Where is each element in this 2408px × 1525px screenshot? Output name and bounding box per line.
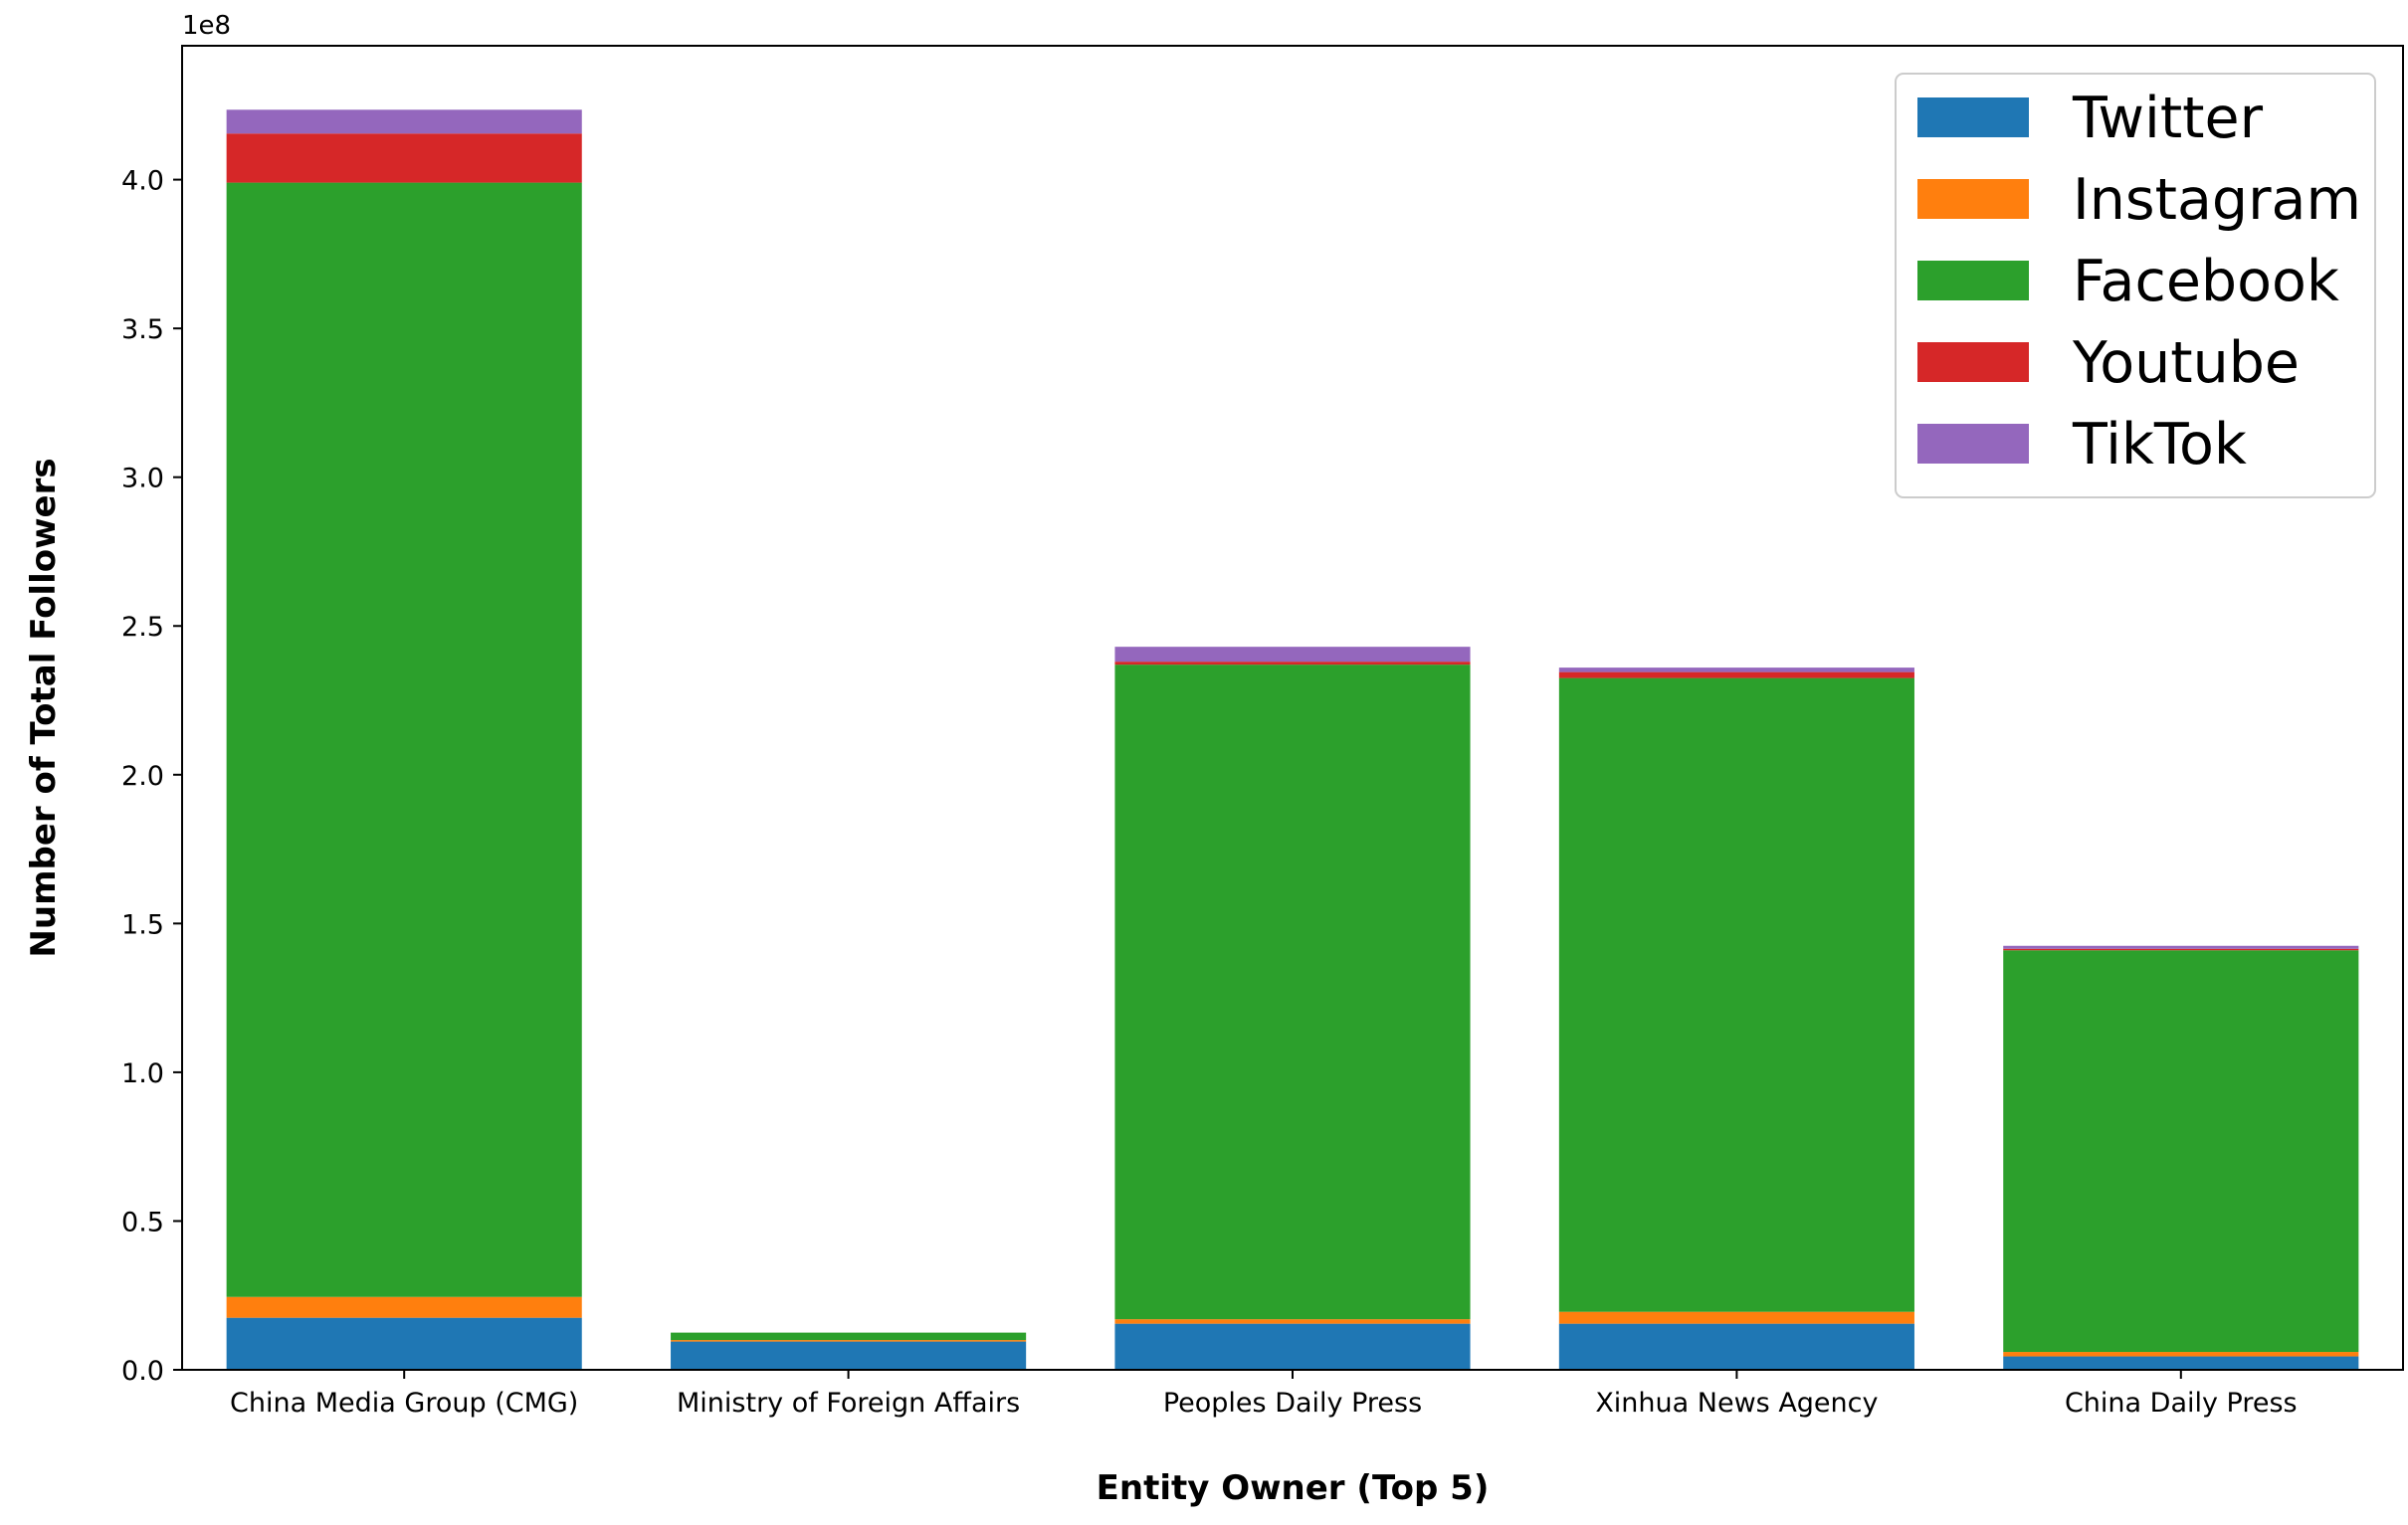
legend-label-youtube: Youtube (2072, 330, 2300, 396)
bar-instagram-china-daily-press (2003, 1352, 2359, 1357)
legend-swatch-tiktok (1917, 424, 2029, 464)
bar-twitter-xinhua-news-agency (1558, 1323, 1914, 1370)
bar-facebook-xinhua-news-agency (1558, 677, 1914, 1312)
bar-tiktok-xinhua-news-agency (1558, 667, 1914, 672)
x-tick-label: Ministry of Foreign Affairs (677, 1388, 1020, 1419)
legend-label-facebook: Facebook (2073, 249, 2339, 314)
bar-instagram-xinhua-news-agency (1558, 1311, 1914, 1324)
legend-swatch-twitter (1917, 97, 2029, 137)
y-tick-label: 1.5 (121, 909, 164, 940)
legend-label-twitter: Twitter (2072, 86, 2264, 151)
bar-instagram-ministry-of-foreign-affairs (671, 1340, 1027, 1342)
y-tick-label: 3.0 (121, 464, 164, 494)
x-tick-label: Peoples Daily Press (1163, 1388, 1422, 1419)
y-tick-label: 0.0 (121, 1356, 164, 1387)
y-tick-label: 3.5 (121, 314, 164, 345)
bar-facebook-peoples-daily-press (1114, 665, 1471, 1320)
legend-label-tiktok: TikTok (2072, 412, 2247, 477)
bar-facebook-ministry-of-foreign-affairs (671, 1332, 1027, 1341)
bar-facebook-china-daily-press (2003, 950, 2359, 1353)
y-offset-label: 1e8 (182, 11, 231, 41)
y-axis: 0.0 0.5 1.0 1.5 2.0 2.5 3.0 3.5 4.0 (121, 166, 182, 1387)
x-tick-label: China Media Group (CMG) (230, 1388, 578, 1419)
y-tick-label: 2.5 (121, 612, 164, 643)
y-tick-label: 4.0 (121, 166, 164, 197)
bars-layer (226, 109, 2359, 1370)
x-tick-label: China Daily Press (2065, 1388, 2298, 1419)
y-tick-label: 0.5 (121, 1207, 164, 1238)
bar-youtube-xinhua-news-agency (1558, 671, 1914, 678)
bar-youtube-peoples-daily-press (1114, 662, 1471, 666)
x-tick-label: Xinhua News Agency (1595, 1388, 1878, 1419)
bar-instagram-china-media-group-cmg (226, 1296, 582, 1318)
bar-tiktok-china-media-group-cmg (226, 109, 582, 134)
x-axis-title: Entity Owner (Top 5) (1097, 1468, 1490, 1508)
bar-tiktok-peoples-daily-press (1114, 647, 1471, 663)
x-axis: China Media Group (CMG) Ministry of Forei… (230, 1370, 2298, 1419)
bar-twitter-ministry-of-foreign-affairs (671, 1341, 1027, 1370)
legend-label-instagram: Instagram (2073, 167, 2361, 233)
bar-twitter-peoples-daily-press (1114, 1323, 1471, 1370)
bar-tiktok-china-daily-press (2003, 945, 2359, 949)
bar-twitter-china-media-group-cmg (226, 1317, 582, 1370)
legend-swatch-instagram (1917, 179, 2029, 219)
y-axis-title: Number of Total Followers (24, 458, 64, 957)
bar-instagram-peoples-daily-press (1114, 1319, 1471, 1324)
bar-facebook-china-media-group-cmg (226, 182, 582, 1297)
y-tick-label: 2.0 (121, 761, 164, 792)
legend-swatch-youtube (1917, 342, 2029, 382)
legend: Twitter Instagram Facebook Youtube TikTok (1895, 73, 2376, 498)
bar-youtube-china-media-group-cmg (226, 133, 582, 183)
bar-youtube-china-daily-press (2003, 948, 2359, 951)
legend-swatch-facebook (1917, 261, 2029, 300)
bar-twitter-china-daily-press (2003, 1356, 2359, 1370)
y-tick-label: 1.0 (121, 1058, 164, 1089)
